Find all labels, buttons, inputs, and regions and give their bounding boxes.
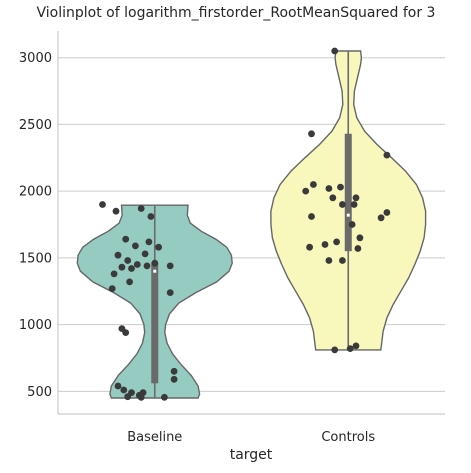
point-baseline-30	[124, 393, 132, 401]
point-baseline-5	[145, 238, 153, 246]
point-baseline-6	[132, 242, 139, 250]
point-controls-11	[383, 209, 391, 216]
x-tick-controls: Controls	[321, 430, 375, 445]
point-controls-16	[333, 238, 340, 246]
point-baseline-3	[147, 213, 155, 220]
point-baseline-8	[141, 250, 149, 258]
y-tick-2500: 2500	[19, 118, 52, 133]
point-baseline-18	[126, 278, 133, 286]
y-tick-3000: 3000	[19, 51, 52, 66]
y-tick-1500: 1500	[19, 251, 52, 266]
point-baseline-19	[108, 285, 116, 292]
point-controls-22	[352, 342, 360, 350]
y-tick-labels: 500 1000 1500 2000 2500 3000	[19, 51, 52, 400]
point-controls-3	[310, 181, 317, 188]
point-controls-18	[306, 243, 313, 251]
point-controls-23	[346, 345, 354, 352]
point-controls-6	[302, 187, 310, 195]
point-baseline-25	[114, 382, 122, 390]
point-baseline-13	[143, 262, 151, 270]
point-baseline-2	[137, 205, 145, 212]
y-tick-1000: 1000	[19, 318, 52, 333]
point-baseline-23	[170, 367, 178, 375]
point-controls-1	[308, 130, 315, 138]
iqr-box-baseline	[151, 263, 159, 384]
median-marker-baseline	[153, 269, 157, 273]
point-controls-10	[350, 201, 358, 208]
x-tick-labels: Baseline Controls	[127, 430, 375, 445]
point-controls-7	[329, 194, 337, 202]
point-controls-21	[339, 257, 346, 264]
point-baseline-14	[166, 262, 174, 270]
point-baseline-26	[120, 386, 128, 394]
point-controls-12	[377, 214, 385, 222]
point-baseline-20	[166, 289, 174, 296]
chart-title: Violinplot of logarithm_firstorder_RootM…	[37, 5, 436, 21]
point-baseline-31	[137, 393, 145, 401]
point-controls-13	[308, 213, 315, 220]
point-baseline-9	[114, 251, 122, 259]
iqr-box-controls	[344, 133, 352, 252]
point-baseline-32	[161, 393, 168, 401]
median-marker-controls	[346, 213, 350, 217]
point-controls-15	[356, 234, 364, 242]
axes	[57, 31, 445, 415]
point-baseline-15	[118, 263, 126, 271]
point-baseline-10	[124, 257, 132, 264]
point-controls-0	[331, 47, 339, 55]
point-controls-17	[321, 241, 329, 248]
point-baseline-24	[170, 375, 178, 383]
point-controls-24	[331, 346, 339, 354]
y-tick-500: 500	[27, 385, 52, 400]
point-controls-8	[352, 194, 360, 202]
point-controls-4	[337, 183, 344, 191]
point-controls-9	[339, 201, 346, 208]
x-axis-title: target	[230, 447, 273, 463]
point-baseline-1	[112, 207, 120, 215]
x-tick-baseline: Baseline	[127, 430, 182, 445]
point-baseline-22	[122, 329, 130, 336]
point-baseline-0	[99, 201, 106, 208]
point-baseline-4	[122, 235, 130, 243]
point-baseline-17	[110, 270, 118, 278]
point-controls-14	[348, 221, 356, 228]
y-tick-2000: 2000	[19, 185, 52, 200]
point-controls-5	[325, 185, 333, 192]
point-baseline-11	[151, 259, 159, 267]
point-baseline-16	[128, 265, 135, 272]
point-controls-20	[325, 257, 333, 264]
violins	[76, 47, 427, 401]
point-baseline-7	[155, 243, 163, 251]
point-controls-19	[354, 245, 362, 252]
point-controls-2	[383, 151, 391, 159]
point-baseline-12	[133, 261, 141, 268]
